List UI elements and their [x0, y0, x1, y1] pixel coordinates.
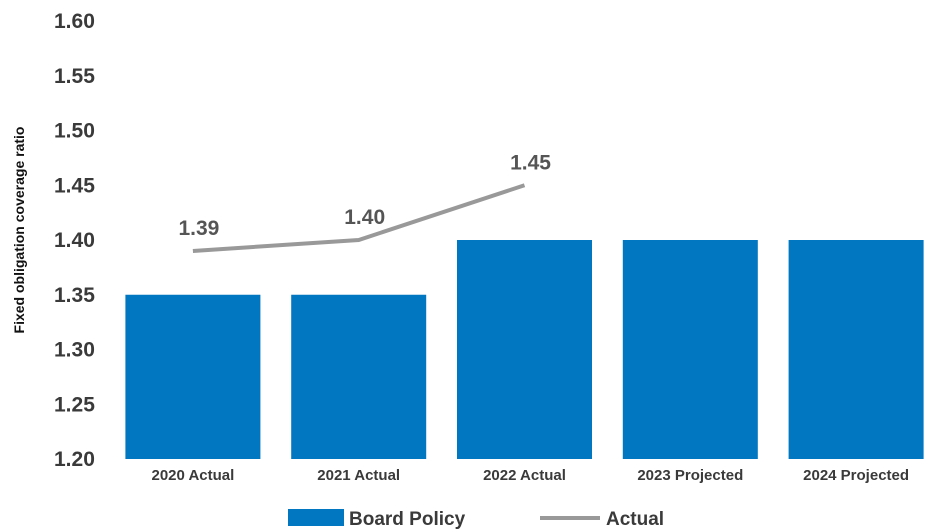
legend: Board Policy Actual [288, 509, 664, 530]
bar-3 [622, 240, 758, 459]
actual-series-line [192, 183, 526, 253]
y-axis-ticks: 1.20 1.25 1.30 1.35 1.40 1.45 1.50 1.55 1.60 [54, 10, 95, 471]
bar-4 [788, 240, 924, 459]
y-tick-label-1: 1.25 [54, 393, 95, 416]
y-tick-label-0: 1.20 [54, 448, 95, 471]
x-axis-categories: 2020 Actual 2021 Actual 2022 Actual 2023 Pr… [151, 467, 909, 484]
actual-data-label-1: 1.40 [344, 206, 385, 229]
y-tick-label-5: 1.45 [54, 174, 95, 197]
actual-data-label-2: 1.45 [510, 151, 551, 174]
y-tick-label-3: 1.35 [54, 284, 95, 307]
actual-line-layer: 1.39 1.40 1.45 [178, 151, 551, 253]
x-category-label-3: 2023 Projected [637, 467, 743, 484]
bar-2 [457, 240, 592, 459]
x-category-label-4: 2024 Projected [803, 467, 909, 484]
legend-label-actual: Actual [606, 509, 664, 530]
y-tick-label-2: 1.30 [54, 339, 95, 362]
y-axis-label: Fixed obligation coverage ratio [11, 127, 27, 334]
legend-label-board-policy: Board Policy [349, 509, 466, 530]
y-tick-label-8: 1.60 [54, 10, 95, 33]
x-category-label-0: 2020 Actual [151, 467, 234, 484]
y-tick-label-6: 1.50 [54, 120, 95, 143]
legend-swatch-board-policy [288, 509, 344, 526]
bars [125, 240, 924, 459]
actual-data-label-0: 1.39 [178, 217, 219, 240]
bar-1 [291, 294, 427, 459]
bar-0 [125, 294, 261, 459]
x-category-label-1: 2021 Actual [317, 467, 400, 484]
y-tick-label-7: 1.55 [54, 65, 95, 88]
x-category-label-2: 2022 Actual [483, 467, 566, 484]
y-tick-label-4: 1.40 [54, 229, 95, 252]
